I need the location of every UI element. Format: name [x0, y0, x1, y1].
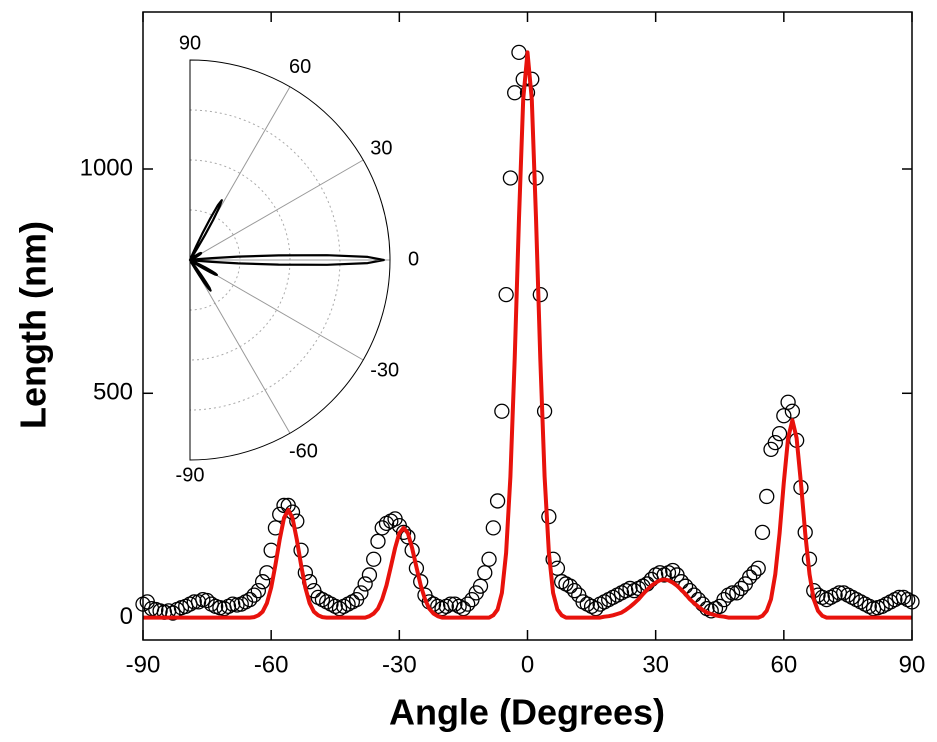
- polar-tick-label: -90: [176, 464, 205, 486]
- data-point: [395, 524, 412, 540]
- polar-tick-label: 0: [408, 248, 419, 270]
- data-point: [242, 591, 258, 608]
- polar-spoke: [189, 159, 364, 261]
- plot-frame: [142, 11, 913, 641]
- data-point: [665, 562, 681, 579]
- x-tick-label: -90: [126, 651, 161, 678]
- polar-tick-label: -60: [289, 441, 318, 463]
- data-point: [472, 578, 489, 594]
- x-tick-label: 60: [770, 651, 797, 678]
- y-tick-label: 1000: [80, 154, 133, 181]
- y-tick-label: 500: [93, 379, 133, 406]
- data-point: [370, 533, 386, 549]
- data-point: [502, 170, 519, 186]
- polar-tick-label: 30: [370, 137, 392, 159]
- data-point: [485, 520, 501, 536]
- data-point: [724, 585, 741, 601]
- x-tick-label: 30: [642, 651, 669, 678]
- data-point: [780, 394, 796, 410]
- data-point: [519, 85, 536, 101]
- data-point: [729, 585, 745, 601]
- data-point: [562, 578, 578, 594]
- data-point: [289, 513, 305, 529]
- x-tick-label: 0: [521, 651, 534, 678]
- data-point: [545, 551, 561, 567]
- data-point: [361, 567, 378, 583]
- data-point: [507, 85, 523, 101]
- data-point: [776, 408, 792, 424]
- fit-line: [143, 50, 912, 620]
- polar-inset: 90 60 30 0 -30 -60 -90: [176, 32, 420, 486]
- data-point: [353, 585, 369, 601]
- x-axis-title: Angle (Degrees): [389, 692, 665, 733]
- data-point: [742, 569, 758, 585]
- data-point: [767, 434, 783, 451]
- polar-spoke: [189, 259, 364, 361]
- data-point: [250, 583, 267, 599]
- data-point: [477, 565, 493, 581]
- data-point: [489, 493, 506, 509]
- polar-tick-label: 60: [289, 56, 311, 78]
- data-point: [754, 524, 771, 540]
- polar-frame: [189, 59, 391, 461]
- y-tick-label: 0: [120, 603, 133, 630]
- x-tick-label: -60: [254, 651, 289, 678]
- x-tick-label: 90: [899, 651, 926, 678]
- data-point: [566, 583, 583, 599]
- polar-curve: [188, 199, 385, 292]
- data-point: [746, 565, 762, 581]
- polar-tick-label: 90: [179, 32, 201, 54]
- data-point: [199, 592, 215, 609]
- data-point: [750, 560, 766, 576]
- data-point: [357, 576, 373, 592]
- data-point: [366, 551, 382, 567]
- x-tick-label: -30: [382, 651, 417, 678]
- data-point: [254, 574, 271, 590]
- data-point: [165, 605, 181, 621]
- y-axis-title: Length (nm): [13, 221, 54, 429]
- data-point: [771, 426, 788, 442]
- data-point: [460, 596, 476, 612]
- data-point: [498, 286, 514, 303]
- data-point: [246, 587, 262, 603]
- data-point: [759, 488, 775, 505]
- data-point: [733, 580, 749, 597]
- polar-tick-label: -30: [370, 359, 399, 381]
- polar-spoke: [189, 259, 291, 434]
- data-point: [186, 594, 202, 610]
- data-point: [481, 551, 497, 567]
- data-point: [400, 529, 416, 545]
- axes: -90 -60 -30 0 30 60 90 0 500 1000: [80, 12, 926, 678]
- data-point: [494, 403, 510, 419]
- data-point: [536, 403, 553, 419]
